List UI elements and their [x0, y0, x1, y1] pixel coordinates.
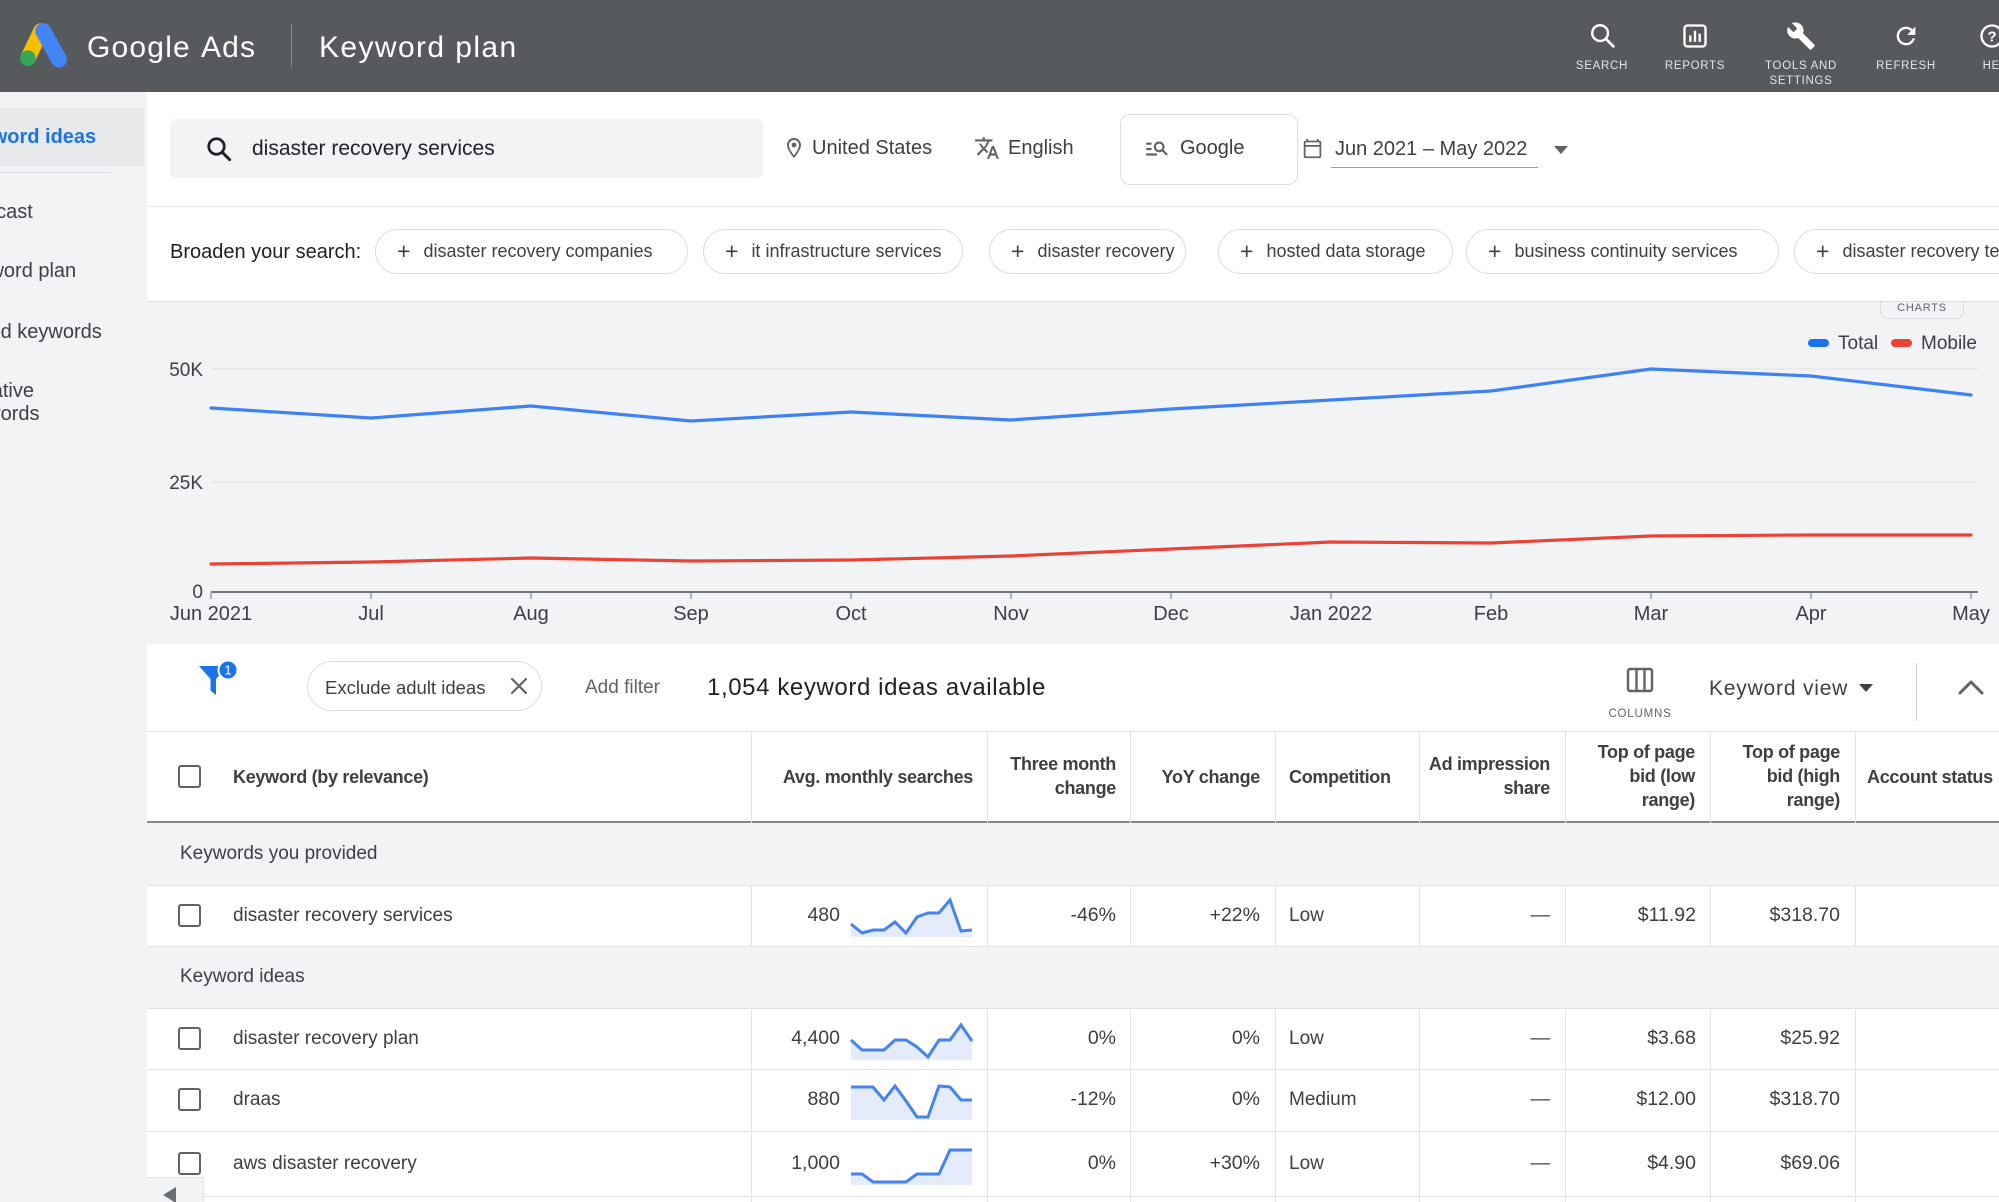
svg-text:1: 1: [224, 663, 231, 678]
svg-text:?: ?: [1987, 28, 1996, 45]
